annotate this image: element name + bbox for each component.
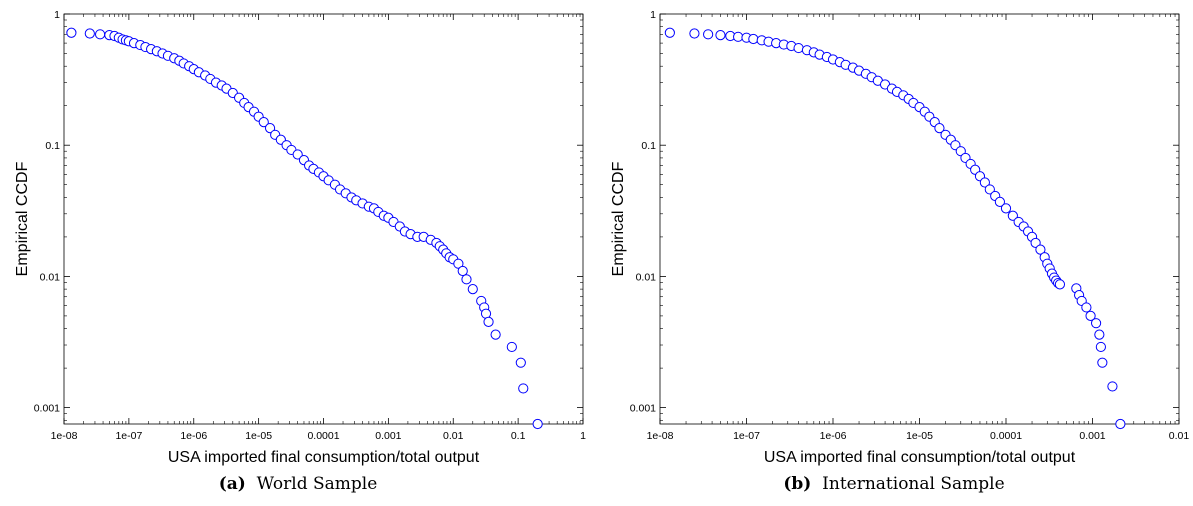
data-point <box>793 42 804 54</box>
x-tick-label: 1e-07 <box>115 430 142 442</box>
ccdf-chart-world: 1e-08 1e-07 1e-06 1e-05 0.0001 0.001 0.01 0.1 1 0… <box>14 9 586 466</box>
y-tick-label: 0.01 <box>636 271 657 283</box>
data-point <box>506 341 517 353</box>
data-point <box>515 357 526 368</box>
data-point <box>1000 203 1012 214</box>
y-tick-label: 0.1 <box>641 140 656 152</box>
data-point <box>1007 210 1018 221</box>
x-tick-label: 0.0001 <box>990 430 1022 442</box>
data-point <box>461 274 472 285</box>
x-tick-label: 0.01 <box>1169 430 1190 442</box>
data-point <box>518 383 529 394</box>
x-tick-label: 1 <box>580 430 586 442</box>
data-point <box>1085 310 1096 322</box>
caption-tag: (b) <box>783 474 812 494</box>
data-point <box>532 418 543 430</box>
x-tick-label: 1e-05 <box>245 430 272 442</box>
data-point <box>1054 279 1066 290</box>
caption-text: World Sample <box>256 474 378 494</box>
data-point <box>994 196 1005 207</box>
data-point <box>748 33 759 45</box>
data-point <box>264 123 276 134</box>
x-tick-label: 1e-07 <box>733 430 760 442</box>
y-axis-label: Empirical CCDF <box>14 161 31 276</box>
data-point <box>715 30 726 41</box>
data-point <box>1094 329 1105 340</box>
y-tick-label: 0.1 <box>45 140 60 152</box>
x-tick-label: 0.01 <box>443 430 464 442</box>
x-tick-label: 0.0001 <box>307 430 339 442</box>
data-point <box>979 177 990 188</box>
data-point <box>490 329 501 340</box>
y-axis-label: Empirical CCDF <box>610 161 627 276</box>
y-tick-label: 0.01 <box>40 271 61 283</box>
data-point <box>1081 302 1092 313</box>
x-tick-label: 0.001 <box>375 430 401 442</box>
y-tick-label: 0.001 <box>630 403 656 415</box>
caption-tag: (a) <box>218 474 246 494</box>
data-point <box>258 116 269 128</box>
ccdf-chart-international: 1e-08 1e-07 1e-06 1e-05 0.0001 0.001 0.01 0.001… <box>610 9 1190 466</box>
data-point <box>1107 381 1118 392</box>
plot-frame <box>63 13 584 425</box>
data-point <box>733 31 744 42</box>
y-tick-label: 1 <box>650 9 656 21</box>
data-series <box>664 27 1126 430</box>
data-point <box>94 29 106 40</box>
data-point <box>457 265 468 277</box>
data-point <box>453 258 464 269</box>
chart-panel-international: 1e-08 1e-07 1e-06 1e-05 0.0001 0.001 0.01 0.001… <box>596 0 1192 506</box>
data-point <box>1097 357 1108 368</box>
data-point <box>292 149 303 160</box>
caption-world: (a) World Sample <box>0 474 596 494</box>
x-axis-label: USA imported final consumption/total out… <box>764 449 1076 466</box>
x-tick-label: 1e-08 <box>51 430 78 442</box>
data-point <box>1095 341 1106 353</box>
x-tick-label: 0.1 <box>511 430 526 442</box>
data-point <box>1090 318 1102 329</box>
data-point <box>66 27 77 38</box>
data-point <box>689 28 700 39</box>
x-tick-label: 1e-06 <box>820 430 847 442</box>
caption-international: (b) International Sample <box>596 474 1192 494</box>
data-point <box>1115 418 1126 430</box>
x-axis-label: USA imported final consumption/total out… <box>168 449 480 466</box>
data-point <box>934 123 945 134</box>
data-point <box>84 28 95 39</box>
data-point <box>467 284 478 295</box>
x-tick-label: 0.001 <box>1079 430 1105 442</box>
data-point <box>984 184 995 195</box>
data-point <box>664 27 675 38</box>
x-tick-label: 1e-06 <box>180 430 207 442</box>
x-tick-label: 1e-08 <box>647 430 674 442</box>
y-tick-label: 0.001 <box>34 403 60 415</box>
data-point <box>1035 244 1046 255</box>
x-tick-label: 1e-05 <box>906 430 933 442</box>
data-series <box>66 27 543 430</box>
data-point <box>703 29 714 40</box>
y-tick-label: 1 <box>54 9 60 21</box>
data-point <box>483 316 494 328</box>
caption-text: International Sample <box>822 474 1005 494</box>
chart-panel-world: 1e-08 1e-07 1e-06 1e-05 0.0001 0.001 0.01 0.1 1 0… <box>0 0 596 506</box>
